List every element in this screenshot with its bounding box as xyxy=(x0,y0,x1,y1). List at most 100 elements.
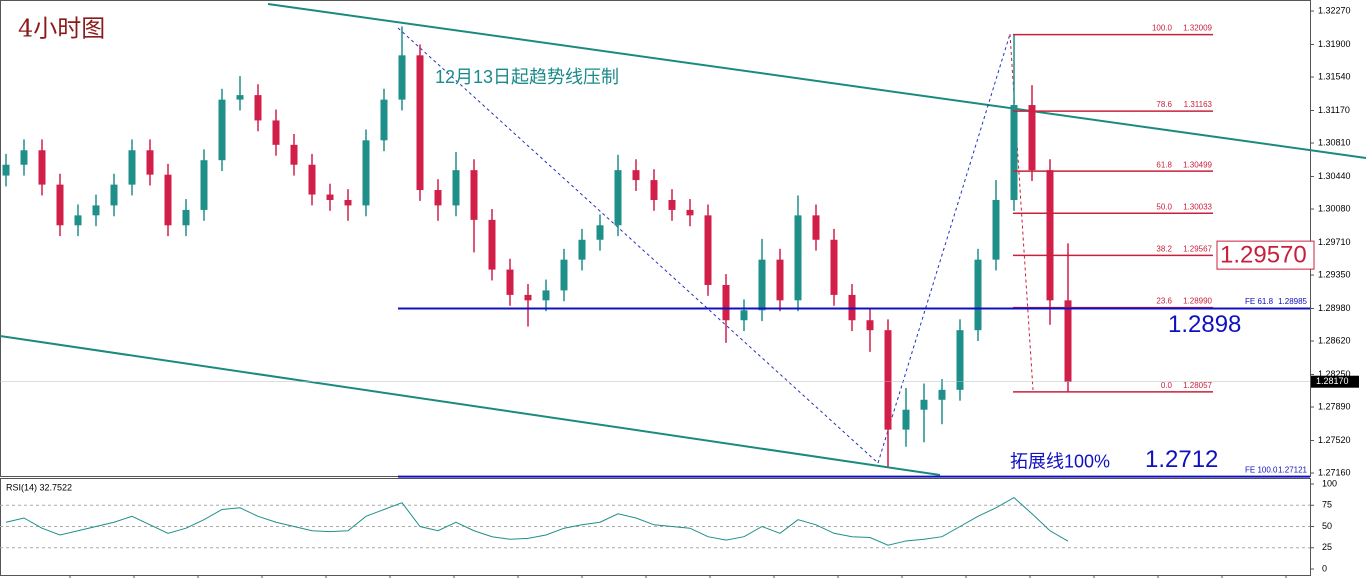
candle-body xyxy=(1064,300,1072,382)
rsi-tick-label: 50 xyxy=(1322,521,1332,531)
y-tick-label: 1.32270 xyxy=(1318,5,1351,15)
fib-price: 1.32009 xyxy=(1183,24,1212,33)
fib-price: 1.30033 xyxy=(1183,202,1212,211)
y-tick-label: 1.29350 xyxy=(1318,269,1351,279)
candle-body xyxy=(74,215,82,226)
candle-body xyxy=(992,199,1000,260)
fib-level: 61.8 xyxy=(1156,160,1172,169)
candle-body xyxy=(110,184,118,206)
rsi-line xyxy=(5,496,1069,546)
fib-level: 0.0 xyxy=(1161,381,1173,390)
candle-body xyxy=(38,150,46,185)
candle-body xyxy=(488,219,496,270)
candle-body xyxy=(884,330,892,430)
rsi-tick-label: 25 xyxy=(1322,542,1332,552)
candle-body xyxy=(506,269,514,295)
candle-body xyxy=(704,215,712,285)
level-label: 1.2712 xyxy=(1145,446,1218,473)
fe-price: 1.27121 xyxy=(1278,466,1307,475)
fib-level: 78.6 xyxy=(1156,100,1172,109)
resistance-label: 1.29570 xyxy=(1220,241,1307,268)
candle-body xyxy=(776,259,784,301)
candle-body xyxy=(182,209,190,226)
candle-body xyxy=(686,209,694,216)
fe-text: FE 61.8 xyxy=(1245,297,1274,306)
resistance-box xyxy=(1216,240,1315,270)
candle-body xyxy=(164,174,172,226)
candle-body xyxy=(344,199,352,206)
candle-body xyxy=(938,389,946,400)
rsi-tick-label: 0 xyxy=(1322,563,1327,573)
y-tick-label: 1.29710 xyxy=(1318,237,1351,247)
y-tick-label: 1.28620 xyxy=(1318,335,1351,345)
candle-body xyxy=(740,310,748,321)
fib-level: 38.2 xyxy=(1156,245,1172,254)
rsi-tick-label: 75 xyxy=(1322,500,1332,510)
candle-body xyxy=(866,320,874,331)
candle-body xyxy=(830,239,838,295)
candle-body xyxy=(2,164,10,176)
fib-level: 100.0 xyxy=(1152,24,1173,33)
y-tick-label: 1.27160 xyxy=(1318,467,1351,477)
candle-body xyxy=(146,150,154,175)
y-tick-label: 1.31540 xyxy=(1318,71,1351,81)
candle-body xyxy=(290,144,298,165)
fib-price: 1.28057 xyxy=(1183,381,1212,390)
candle-body xyxy=(326,194,334,200)
fe-price: 1.28985 xyxy=(1278,297,1307,306)
level-note: 拓展线100% xyxy=(1010,451,1110,471)
upper-trendline xyxy=(267,3,1366,159)
candle-body xyxy=(632,170,640,181)
candle-body xyxy=(200,160,208,210)
fib-price: 1.29567 xyxy=(1183,245,1212,254)
candle-body xyxy=(524,294,532,301)
lower-trendline xyxy=(0,335,941,476)
fib-level: 23.6 xyxy=(1156,297,1172,306)
candle-body xyxy=(470,170,478,220)
y-tick-label: 1.27520 xyxy=(1318,435,1351,445)
candle-body xyxy=(272,120,280,145)
candle-body xyxy=(560,259,568,291)
candle-body xyxy=(380,99,388,141)
candle-body xyxy=(650,180,658,200)
candle-body xyxy=(596,225,604,240)
candle-body xyxy=(812,215,820,240)
candle-body xyxy=(902,409,910,430)
current-price-label: 1.28170 xyxy=(1316,376,1349,386)
candle-body xyxy=(20,150,28,165)
fib-price: 1.28990 xyxy=(1183,297,1212,306)
candle-body xyxy=(308,164,316,195)
candle-body xyxy=(218,99,226,161)
candle-body xyxy=(668,199,676,210)
candle-body xyxy=(578,239,586,260)
candle-body xyxy=(1010,105,1018,200)
candle-body xyxy=(722,284,730,321)
candle-body xyxy=(542,290,550,301)
y-tick-label: 1.30440 xyxy=(1318,171,1351,181)
candle-body xyxy=(56,184,64,226)
rsi-title: RSI(14) 32.7522 xyxy=(6,482,72,492)
chart-title: 4小时图 xyxy=(18,15,105,43)
candle-body xyxy=(398,55,406,100)
candle-body xyxy=(236,95,244,100)
candle-body xyxy=(128,150,136,185)
candle-body xyxy=(92,205,100,216)
candle-body xyxy=(1028,105,1036,171)
candle-body xyxy=(920,399,928,410)
candle-body xyxy=(452,170,460,206)
y-tick-label: 1.30080 xyxy=(1318,203,1351,213)
y-tick-label: 1.28980 xyxy=(1318,303,1351,313)
current-price-box xyxy=(1311,375,1359,388)
rsi-tick-label: 100 xyxy=(1322,478,1337,488)
y-tick-label: 1.27890 xyxy=(1318,401,1351,411)
candle-body xyxy=(794,215,802,301)
candle-body xyxy=(416,55,424,191)
fib-price: 1.30499 xyxy=(1183,160,1212,169)
candle-body xyxy=(974,259,982,331)
candle-body xyxy=(1046,170,1054,301)
candle-body xyxy=(434,190,442,206)
y-tick-label: 1.30810 xyxy=(1318,137,1351,147)
candle-body xyxy=(758,259,766,311)
